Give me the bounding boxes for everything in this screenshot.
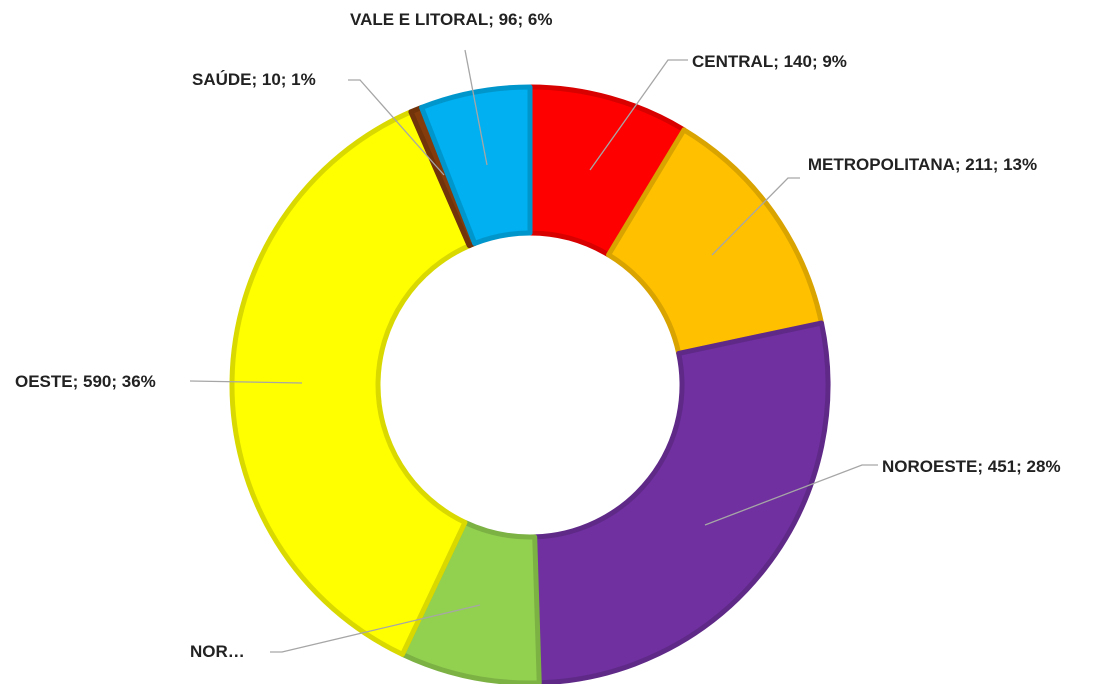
leader-line (704, 464, 878, 526)
leader-line (711, 177, 800, 256)
data-label: OESTE; 590; 36% (15, 372, 156, 391)
donut-hole (381, 236, 679, 534)
data-label: SAÚDE; 10; 1% (192, 70, 316, 89)
leader-line (189, 380, 303, 384)
donut-slice (229, 109, 472, 657)
donut-slice (419, 84, 533, 246)
data-label: METROPOLITANA; 211; 13% (807, 155, 1038, 174)
leader-line (464, 49, 488, 166)
leader-line (589, 59, 688, 171)
donut-slice (532, 320, 831, 684)
data-label: CENTRAL; 140; 9% (692, 52, 847, 71)
leader-line (348, 79, 445, 176)
data-label: VALE E LITORAL; 96; 6% (350, 10, 553, 29)
data-label: NOR… (190, 642, 245, 661)
data-label: NOROESTE; 451; 28% (882, 457, 1061, 476)
leader-line (270, 604, 481, 653)
